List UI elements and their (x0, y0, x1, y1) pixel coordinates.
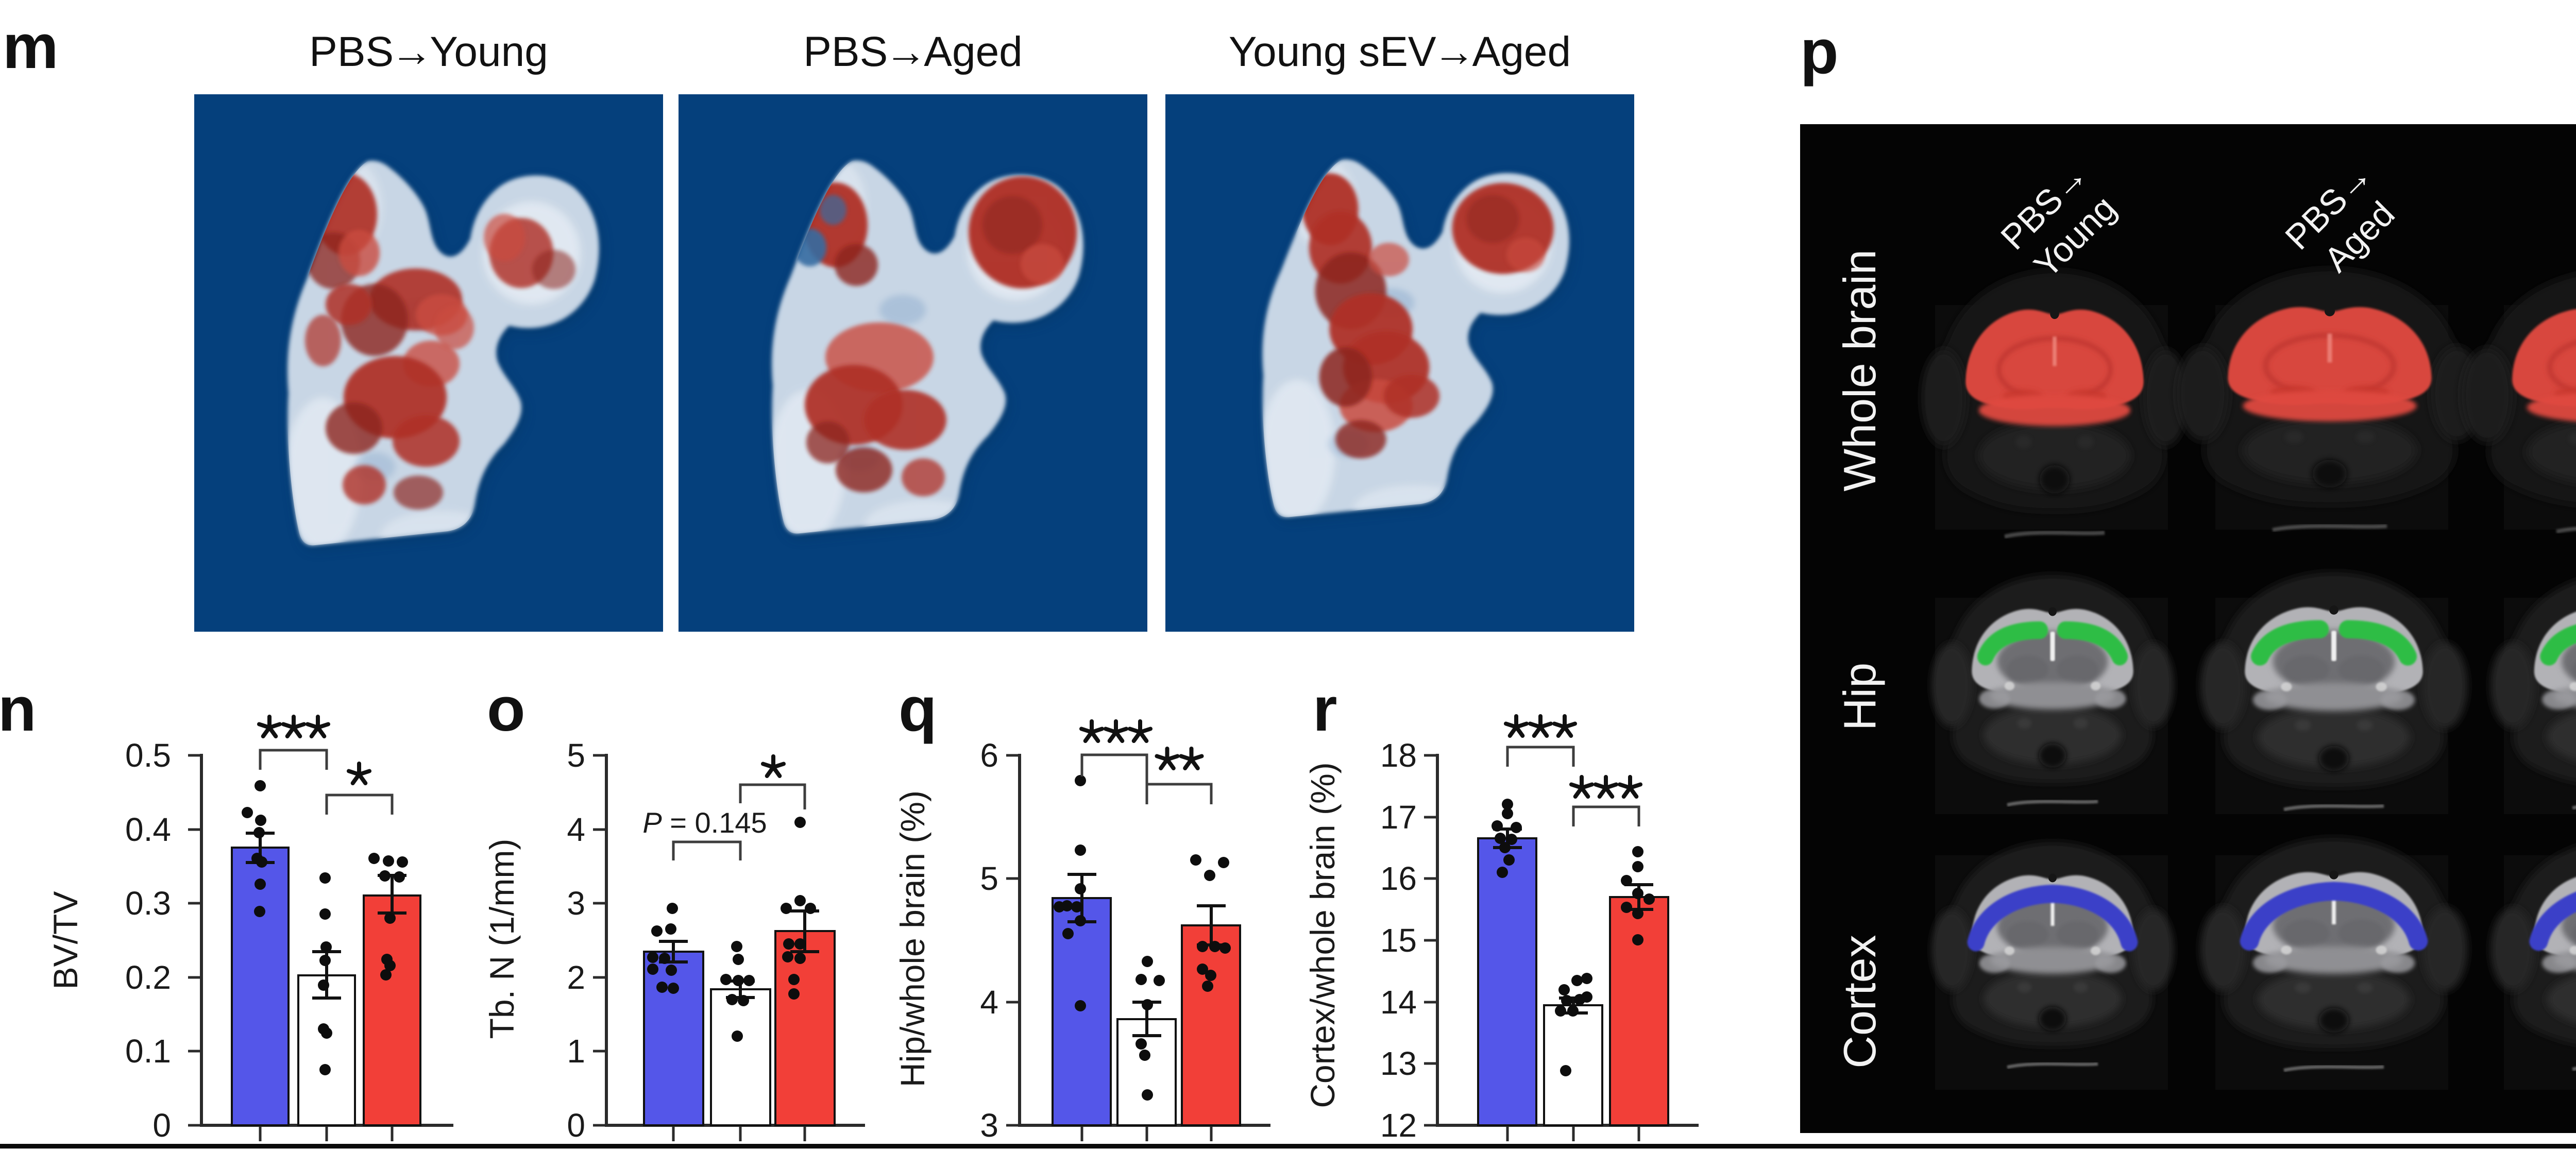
svg-text:5: 5 (980, 860, 998, 897)
svg-text:Tb. N (1/mm): Tb. N (1/mm) (483, 839, 521, 1039)
svg-text:Young sEV→Aged: Young sEV→Aged (1229, 28, 1571, 75)
svg-text:PBS→Young: PBS→Young (309, 28, 548, 75)
svg-text:0.1: 0.1 (125, 1033, 171, 1070)
svg-text:17: 17 (1380, 799, 1417, 836)
svg-text:0.3: 0.3 (125, 885, 171, 922)
svg-text:0.4: 0.4 (125, 811, 171, 848)
svg-text:1: 1 (567, 1033, 585, 1070)
svg-text:r: r (1313, 674, 1337, 744)
svg-text:m: m (3, 11, 58, 81)
svg-text:18: 18 (1380, 737, 1417, 774)
svg-text:0: 0 (567, 1107, 585, 1144)
svg-text:P = 0.145: P = 0.145 (642, 806, 767, 839)
svg-text:Cortex: Cortex (1834, 935, 1885, 1068)
svg-text:0.2: 0.2 (125, 959, 171, 996)
svg-text:PBS→Aged: PBS→Aged (803, 28, 1023, 75)
svg-text:Whole brain: Whole brain (1834, 249, 1885, 492)
svg-text:n: n (0, 674, 37, 744)
svg-text:14: 14 (1380, 984, 1417, 1021)
svg-text:6: 6 (980, 737, 998, 774)
svg-text:16: 16 (1380, 860, 1417, 897)
svg-text:12: 12 (1380, 1107, 1417, 1144)
svg-text:Cortex/whole brain (%): Cortex/whole brain (%) (1303, 762, 1342, 1108)
svg-text:15: 15 (1380, 922, 1417, 959)
svg-text:q: q (899, 674, 937, 744)
svg-text:2: 2 (567, 959, 585, 996)
svg-text:3: 3 (567, 885, 585, 922)
svg-text:BV/TV: BV/TV (46, 891, 84, 990)
svg-text:4: 4 (980, 984, 998, 1021)
svg-text:5: 5 (567, 737, 585, 774)
svg-text:4: 4 (567, 811, 585, 848)
svg-text:o: o (487, 674, 526, 744)
svg-text:0: 0 (152, 1107, 171, 1144)
svg-text:13: 13 (1380, 1045, 1417, 1082)
svg-text:p: p (1800, 16, 1839, 87)
svg-text:Hip/whole brain (%): Hip/whole brain (%) (893, 790, 931, 1087)
svg-text:3: 3 (980, 1107, 998, 1144)
svg-text:0.5: 0.5 (125, 737, 171, 774)
svg-text:Hip: Hip (1834, 663, 1885, 731)
